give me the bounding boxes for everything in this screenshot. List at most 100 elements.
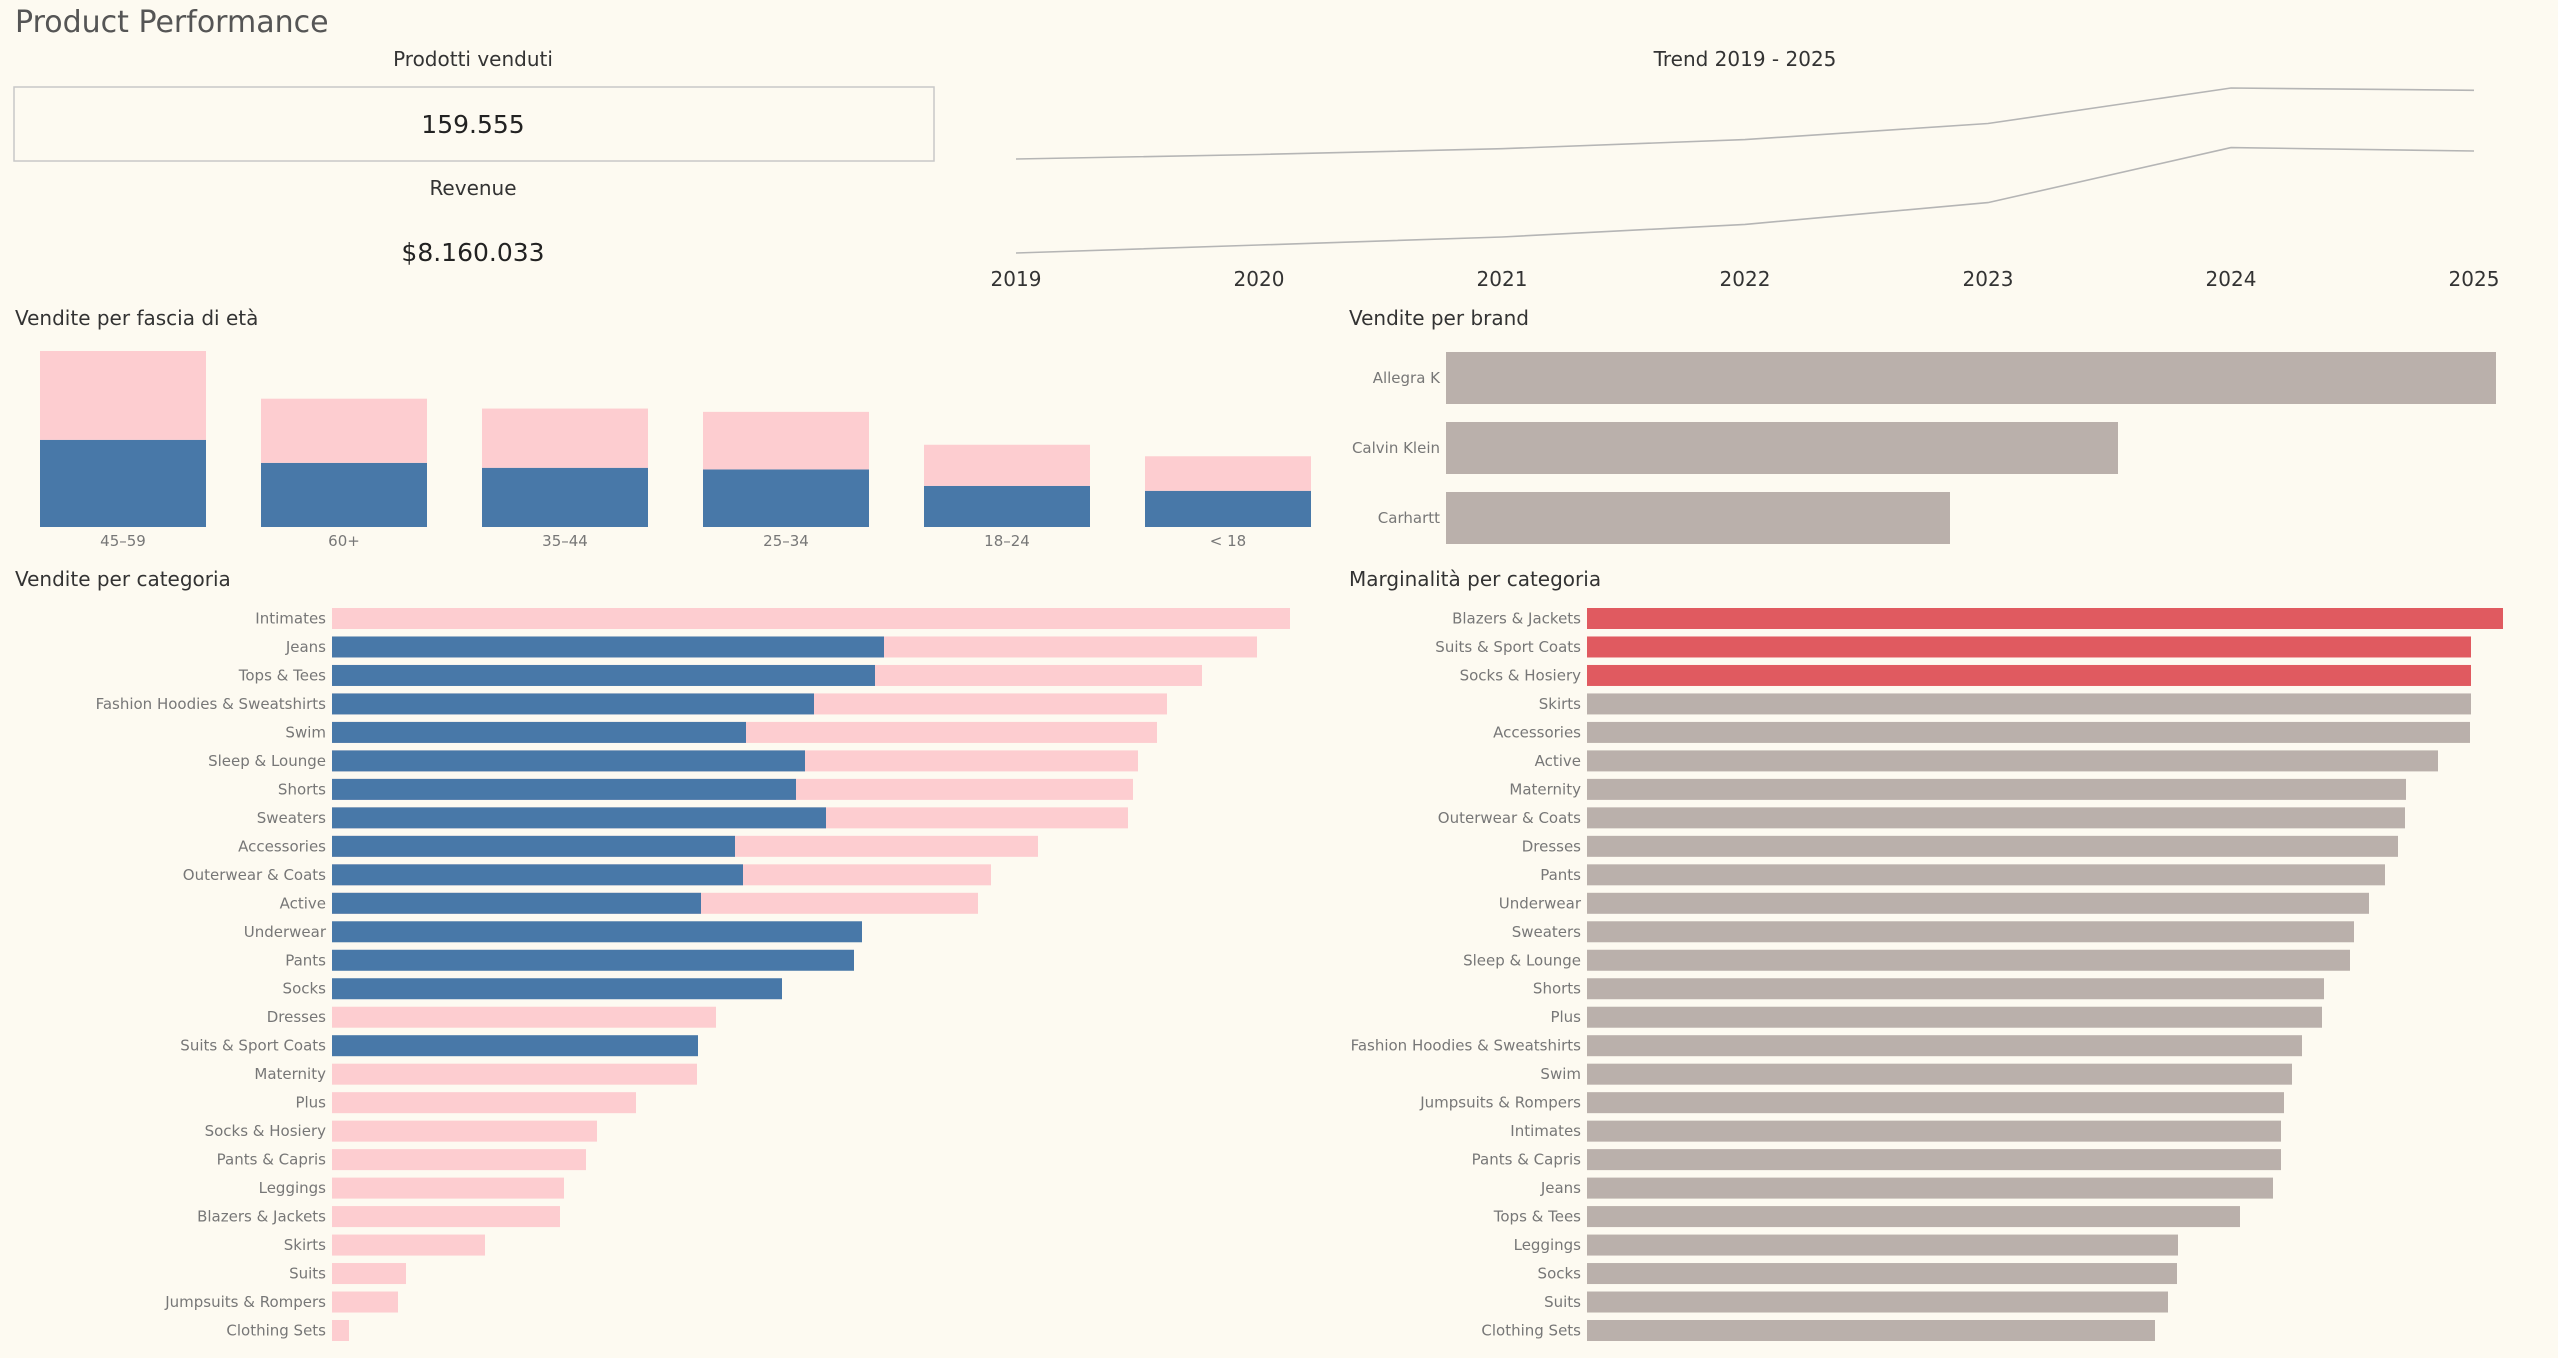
margin-bar[interactable] <box>1587 1291 2168 1313</box>
category-bar-pink[interactable] <box>332 1006 716 1028</box>
margin-bar[interactable] <box>1587 778 2406 800</box>
margin-bar[interactable] <box>1587 1177 2273 1199</box>
category-label: Blazers & Jackets <box>197 1208 326 1226</box>
margin-bar[interactable] <box>1587 1035 2302 1057</box>
category-bar-blue[interactable] <box>332 778 796 800</box>
category-bar-pink[interactable] <box>332 1149 586 1171</box>
category-bar-pink[interactable] <box>332 1263 406 1285</box>
margin-bar[interactable] <box>1587 1234 2178 1256</box>
age-bar-segment[interactable] <box>703 411 869 470</box>
margin-bar[interactable] <box>1587 978 2324 1000</box>
margin-bar[interactable] <box>1587 693 2471 715</box>
category-bar-pink[interactable] <box>332 1120 597 1142</box>
category-bar-blue[interactable] <box>332 892 701 914</box>
margin-bar[interactable] <box>1587 664 2471 686</box>
margin-bar[interactable] <box>1587 1120 2281 1142</box>
brand-bar[interactable] <box>1446 422 2118 474</box>
category-bar-blue[interactable] <box>332 949 854 971</box>
margin-label: Sweaters <box>1512 923 1581 941</box>
margin-label: Suits <box>1544 1293 1581 1311</box>
category-bar-blue[interactable] <box>332 1035 698 1057</box>
margin-label: Dresses <box>1522 837 1581 855</box>
margin-label: Tops & Tees <box>1493 1208 1581 1226</box>
age-bar-segment[interactable] <box>482 408 648 468</box>
brand-bar[interactable] <box>1446 492 1950 544</box>
category-label: Socks & Hosiery <box>205 1122 327 1140</box>
kpi-sold-title: Prodotti venduti <box>393 47 553 71</box>
brand-bar[interactable] <box>1446 352 2496 404</box>
trend-tick-label: 2019 <box>991 267 1042 291</box>
age-bar-segment[interactable] <box>40 351 206 440</box>
age-bar-segment[interactable] <box>703 469 869 527</box>
category-bar-blue[interactable] <box>332 636 884 658</box>
category-label: Outerwear & Coats <box>183 866 326 884</box>
category-bar-pink[interactable] <box>332 1063 697 1085</box>
trend-line-2 <box>1015 146 2475 254</box>
category-bar-pink[interactable] <box>332 1206 560 1228</box>
category-label: Shorts <box>278 780 326 798</box>
margin-bar[interactable] <box>1587 864 2385 886</box>
age-bar-segment[interactable] <box>482 467 648 527</box>
margin-label: Intimates <box>1510 1122 1581 1140</box>
margin-label: Shorts <box>1533 980 1581 998</box>
category-bar-blue[interactable] <box>332 807 826 829</box>
category-bar-pink[interactable] <box>332 1234 485 1256</box>
margin-bar[interactable] <box>1587 608 2503 629</box>
margin-bar[interactable] <box>1587 636 2471 658</box>
margin-bar[interactable] <box>1587 835 2398 857</box>
category-bar-blue[interactable] <box>332 721 746 743</box>
age-bar-segment[interactable] <box>924 485 1090 527</box>
margin-label: Accessories <box>1493 723 1581 741</box>
category-bar-pink[interactable] <box>332 1320 349 1341</box>
trend-tick-label: 2023 <box>1963 267 2014 291</box>
age-bar-segment[interactable] <box>261 462 427 527</box>
trend-tick-label: 2020 <box>1234 267 1285 291</box>
category-bar-pink[interactable] <box>332 1092 636 1114</box>
trend-title: Trend 2019 - 2025 <box>1653 47 1837 71</box>
category-bar-blue[interactable] <box>332 921 862 943</box>
category-chart: Vendite per categoria Intimates Jeans Tops… <box>15 567 1290 1341</box>
age-bar-segment[interactable] <box>40 439 206 527</box>
category-bar-pink[interactable] <box>332 1291 398 1313</box>
margin-label: Fashion Hoodies & Sweatshirts <box>1351 1037 1582 1055</box>
category-bar-blue[interactable] <box>332 750 805 772</box>
brand-label: Carhartt <box>1378 509 1440 527</box>
margin-bar[interactable] <box>1587 921 2354 943</box>
margin-label: Outerwear & Coats <box>1438 809 1581 827</box>
margin-bar[interactable] <box>1587 1149 2281 1171</box>
margin-bar[interactable] <box>1587 1206 2240 1228</box>
margin-label: Pants <box>1540 866 1581 884</box>
margin-bar[interactable] <box>1587 1263 2177 1285</box>
margin-bar[interactable] <box>1587 1063 2292 1085</box>
category-title: Vendite per categoria <box>15 567 231 591</box>
brand-label: Calvin Klein <box>1352 439 1440 457</box>
margin-bar[interactable] <box>1587 807 2405 829</box>
category-bar-blue[interactable] <box>332 693 814 715</box>
margin-bar[interactable] <box>1587 1320 2155 1341</box>
category-label: Clothing Sets <box>226 1322 326 1340</box>
category-bar-blue[interactable] <box>332 835 735 857</box>
category-bar-pink[interactable] <box>332 1177 564 1199</box>
trend-tick-label: 2025 <box>2449 267 2500 291</box>
margin-bar[interactable] <box>1587 1092 2284 1114</box>
age-bar-segment[interactable] <box>1145 490 1311 527</box>
margin-label: Clothing Sets <box>1481 1322 1581 1340</box>
category-label: Accessories <box>238 837 326 855</box>
category-bar-blue[interactable] <box>332 664 875 686</box>
age-bar-segment[interactable] <box>924 444 1090 486</box>
margin-bar[interactable] <box>1587 892 2369 914</box>
margin-label: Swim <box>1540 1065 1581 1083</box>
margin-bar[interactable] <box>1587 721 2470 743</box>
age-bar-segment[interactable] <box>1145 456 1311 491</box>
brand-title: Vendite per brand <box>1349 306 1529 330</box>
age-tick-label: 35–44 <box>542 532 588 550</box>
margin-bar[interactable] <box>1587 1006 2322 1028</box>
category-label: Suits <box>289 1265 326 1283</box>
margin-bar[interactable] <box>1587 750 2438 772</box>
category-bar-pink[interactable] <box>332 608 1290 629</box>
age-bar-segment[interactable] <box>261 398 427 463</box>
category-bar-blue[interactable] <box>332 864 743 886</box>
category-bar-blue[interactable] <box>332 978 782 1000</box>
margin-bar[interactable] <box>1587 949 2350 971</box>
